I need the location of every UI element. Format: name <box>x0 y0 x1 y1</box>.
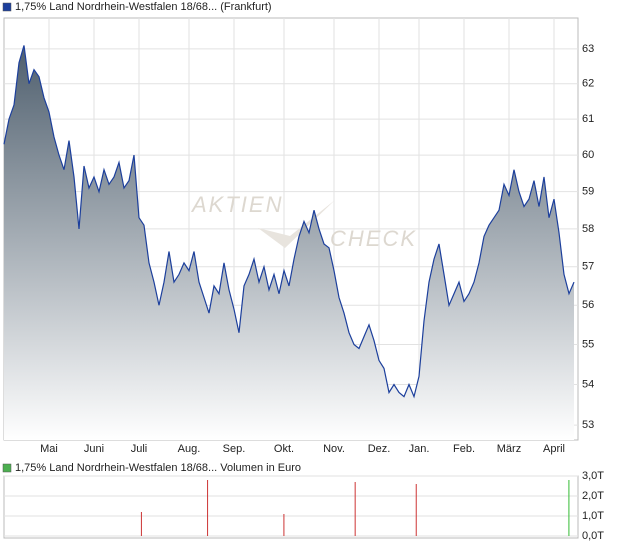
x-tick-label: Juni <box>84 443 104 455</box>
x-tick-label: Aug. <box>178 443 201 455</box>
watermark-swoosh <box>258 200 335 248</box>
y-tick-label: 58 <box>582 223 594 235</box>
y-tick-label: 61 <box>582 113 594 125</box>
y-tick-label: 62 <box>582 78 594 90</box>
x-tick-label: April <box>543 443 565 455</box>
y-tick-label: 2,0T <box>582 490 604 502</box>
legend-label: 1,75% Land Nordrhein-Westfalen 18/68... … <box>15 1 272 13</box>
y-tick-label: 55 <box>582 338 594 350</box>
x-tick-label: Mai <box>40 443 58 455</box>
x-tick-label: Juli <box>131 443 148 455</box>
y-tick-label: 60 <box>582 149 594 161</box>
x-tick-label: Okt. <box>274 443 294 455</box>
x-tick-label: Feb. <box>453 443 475 455</box>
legend-swatch <box>2 2 12 12</box>
y-tick-label: 0,0T <box>582 530 604 542</box>
y-tick-label: 54 <box>582 378 594 390</box>
y-tick-label: 56 <box>582 299 594 311</box>
y-tick-label: 63 <box>582 43 594 55</box>
watermark: CHECK <box>330 226 417 251</box>
legend-label: 1,75% Land Nordrhein-Westfalen 18/68... … <box>15 462 301 474</box>
y-tick-label: 57 <box>582 261 594 273</box>
y-tick-label: 3,0T <box>582 470 604 482</box>
y-tick-label: 1,0T <box>582 510 604 522</box>
volume-frame <box>3 475 579 539</box>
y-tick-label: 53 <box>582 419 594 431</box>
x-tick-label: Sep. <box>223 443 246 455</box>
x-tick-label: Jan. <box>409 443 430 455</box>
price-line <box>3 45 575 399</box>
x-tick-label: März <box>497 443 521 455</box>
y-tick-label: 59 <box>582 186 594 198</box>
watermark: AKTIEN <box>190 192 283 217</box>
x-tick-label: Nov. <box>323 443 345 455</box>
legend-swatch <box>2 463 12 473</box>
area-fill <box>4 45 574 441</box>
x-tick-label: Dez. <box>368 443 391 455</box>
